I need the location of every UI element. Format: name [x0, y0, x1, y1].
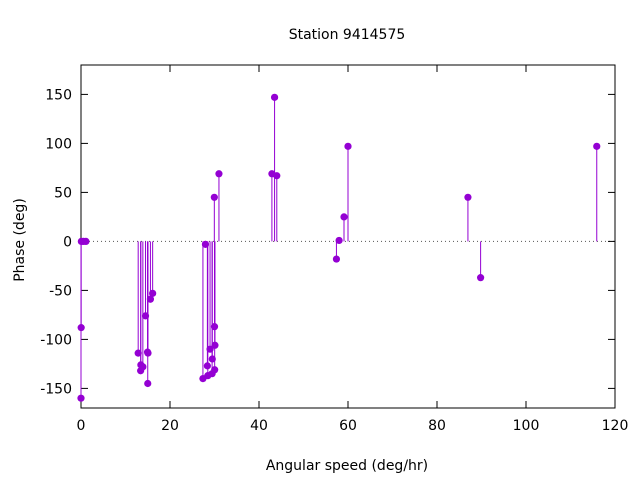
data-point: [201, 240, 210, 248]
data-point: [206, 345, 214, 353]
y-tick-label: 100: [45, 136, 72, 152]
data-point: [211, 366, 219, 374]
y-tick-label: 50: [54, 185, 72, 201]
x-tick-label: 80: [428, 418, 446, 434]
data-point: [203, 362, 211, 370]
data-points: [77, 93, 601, 402]
data-point: [273, 172, 281, 180]
data-point: [208, 355, 216, 363]
x-tick-label: 100: [513, 418, 540, 434]
data-point: [77, 394, 85, 402]
x-tick-label: 20: [161, 418, 179, 434]
y-axis-label: Phase (deg): [12, 198, 28, 282]
data-point: [332, 255, 341, 263]
data-point: [344, 142, 352, 150]
data-point: [270, 93, 279, 101]
data-point: [593, 142, 601, 150]
y-tick-label: -150: [40, 381, 72, 397]
x-tick-label: 40: [250, 418, 268, 434]
data-point: [210, 323, 219, 331]
data-point: [82, 237, 90, 245]
y-tick-label: -100: [40, 332, 72, 348]
data-point: [144, 379, 152, 388]
data-point: [335, 236, 343, 245]
x-tick-label: 60: [339, 418, 357, 434]
data-point: [211, 341, 219, 349]
data-impulses: [80, 97, 598, 399]
data-point: [77, 324, 85, 332]
y-axis-ticks: -150 -100 -50 0 50 100 150: [40, 87, 615, 397]
y-tick-label: 150: [45, 87, 72, 103]
y-tick-label: 0: [63, 234, 72, 250]
x-tick-label: 120: [602, 418, 629, 434]
data-point: [146, 295, 155, 303]
x-tick-label: 0: [77, 418, 86, 434]
data-point: [139, 363, 147, 371]
data-point: [477, 274, 485, 282]
data-point: [144, 349, 152, 357]
data-point: [464, 193, 472, 201]
data-point: [210, 193, 218, 201]
x-axis-label: Angular speed (deg/hr): [266, 458, 428, 474]
data-point: [134, 349, 142, 357]
y-tick-label: -50: [49, 283, 72, 299]
chart-title: Station 9414575: [289, 27, 406, 43]
data-point: [215, 170, 223, 178]
x-axis-ticks: 0 20 40 60 80 100 120: [77, 65, 629, 434]
data-point: [141, 312, 150, 320]
data-point: [149, 289, 157, 297]
data-point: [340, 213, 348, 221]
